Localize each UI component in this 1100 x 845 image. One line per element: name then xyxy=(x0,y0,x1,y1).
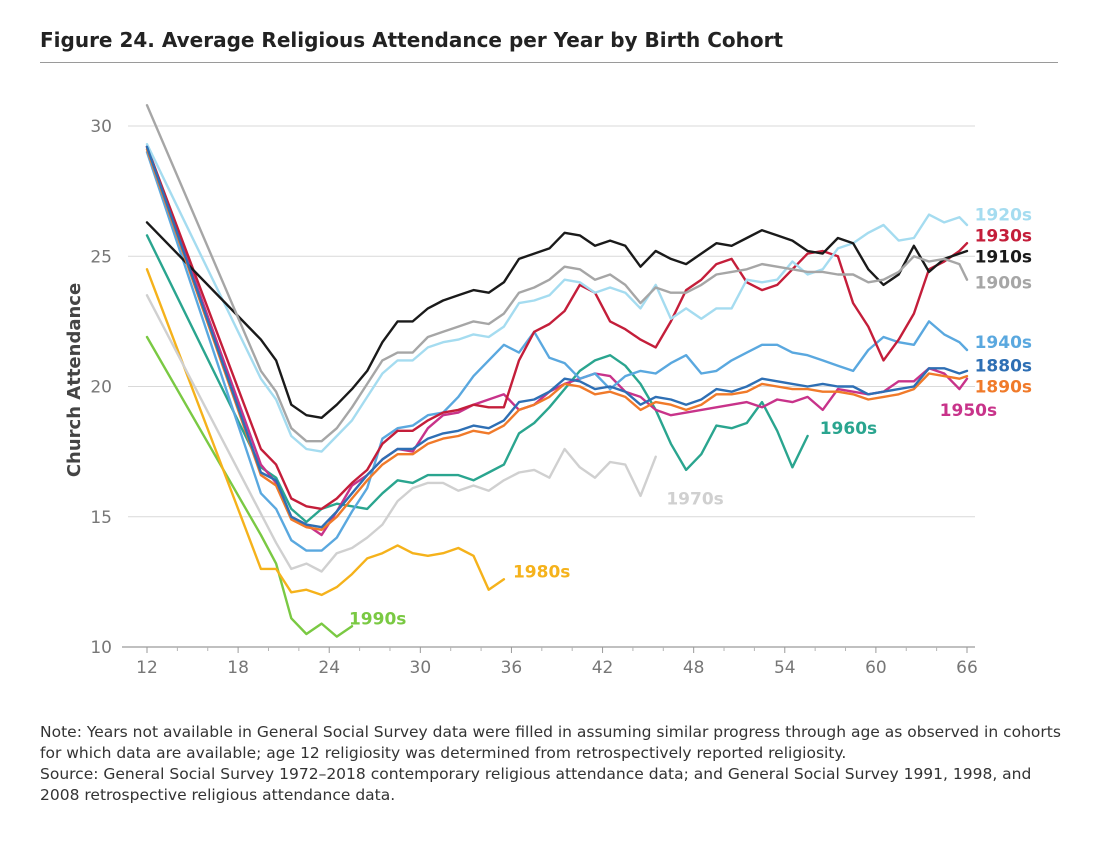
series-label-1940s: 1940s xyxy=(975,333,1032,353)
series-label-1970s: 1970s xyxy=(666,490,723,510)
series-line-1960s xyxy=(145,234,809,524)
series-label-1960s: 1960s xyxy=(820,419,877,439)
figure-notes: Note: Years not available in General Soc… xyxy=(40,722,1070,806)
y-tick-label: 15 xyxy=(90,508,112,528)
y-tick-label: 20 xyxy=(90,378,112,398)
line-chart: 10 15 20 25 30 12 18 24 30 36 42 48 54 60 66 1920s1930… xyxy=(64,103,1032,678)
note-text: Note: Years not available in General Soc… xyxy=(40,723,1061,762)
source-text: Source: General Social Survey 1972–2018 … xyxy=(40,765,1032,804)
series-line-1930s xyxy=(145,145,969,511)
series-label-1990s: 1990s xyxy=(349,609,406,629)
x-tick-label: 48 xyxy=(683,658,705,678)
series-line-1990s xyxy=(145,335,354,638)
series-label-1880s: 1880s xyxy=(975,357,1032,377)
series-line-1910s xyxy=(145,221,969,419)
series-line-1980s xyxy=(145,268,506,597)
figure-title: Figure 24. Average Religious Attendance … xyxy=(40,28,784,52)
axes: 10 15 20 25 30 12 18 24 30 36 42 48 54 60 66 xyxy=(90,117,977,678)
series-label-1910s: 1910s xyxy=(975,247,1032,267)
series-line-1940s xyxy=(145,150,969,552)
y-axis-label: Church Attendance xyxy=(64,283,85,477)
series-line-1880s xyxy=(145,145,969,529)
y-tick-label: 25 xyxy=(90,247,112,267)
x-tick-label: 12 xyxy=(136,658,158,678)
x-tick-label: 36 xyxy=(501,658,523,678)
series-line-1970s xyxy=(145,294,657,573)
series-line-1920s xyxy=(145,142,969,453)
title-divider xyxy=(40,62,1058,63)
series-label-1930s: 1930s xyxy=(975,226,1032,246)
series-label-1920s: 1920s xyxy=(975,206,1032,226)
series-line-1900s xyxy=(145,103,969,443)
x-tick-label: 66 xyxy=(956,658,978,678)
x-tick-label: 30 xyxy=(410,658,432,678)
series-label-1900s: 1900s xyxy=(975,273,1032,293)
y-tick-label: 10 xyxy=(90,638,112,658)
x-tick-label: 54 xyxy=(774,658,796,678)
x-tick-label: 42 xyxy=(592,658,614,678)
x-tick-label: 24 xyxy=(318,658,340,678)
series-label-1890s: 1890s xyxy=(975,378,1032,398)
series-lines xyxy=(145,103,969,638)
x-tick-label: 60 xyxy=(865,658,887,678)
series-label-1950s: 1950s xyxy=(940,401,997,421)
x-tick-label: 18 xyxy=(227,658,249,678)
series-line-1890s xyxy=(145,148,969,531)
series-label-1980s: 1980s xyxy=(513,562,570,582)
y-tick-label: 30 xyxy=(90,117,112,137)
